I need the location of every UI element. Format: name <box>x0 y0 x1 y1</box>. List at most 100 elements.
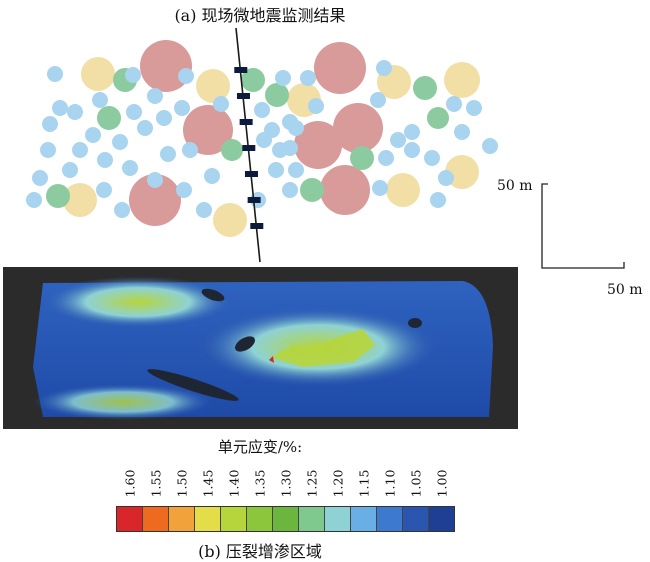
fracture-void-3 <box>408 318 422 328</box>
peak-strain-point <box>269 356 274 363</box>
microseismic-event <box>390 132 406 148</box>
panel-b-title: (b) 压裂增渗区域 <box>198 542 322 561</box>
microseismic-event <box>42 116 58 132</box>
microseismic-event <box>85 127 101 143</box>
legend-tick-labels: 1.60 1.55 1.50 1.45 1.40 1.35 1.30 1.25 1.20 1.15… <box>116 458 449 504</box>
microseismic-event <box>454 124 470 140</box>
microseismic-event <box>300 70 316 86</box>
legend-swatch <box>273 507 299 531</box>
strain-zone-left <box>43 276 233 328</box>
microseismic-event <box>446 96 462 112</box>
microseismic-event <box>26 192 42 208</box>
panel-a-title: (a) 现场微地震监测结果 <box>174 6 346 25</box>
microseismic-event <box>404 124 420 140</box>
microseismic-event <box>350 146 374 170</box>
legend-swatch <box>429 507 454 531</box>
microseismic-event <box>424 150 440 166</box>
microseismic-event <box>372 180 388 196</box>
legend-swatch <box>117 507 143 531</box>
legend-tick-label: 1.15 <box>356 469 372 498</box>
perforation-marker <box>242 145 256 151</box>
microseismic-event <box>378 150 394 166</box>
microseismic-event <box>444 62 480 98</box>
microseismic-event <box>97 152 113 168</box>
legend-swatch <box>403 507 429 531</box>
legend-tick-label: 1.10 <box>382 469 398 498</box>
microseismic-event <box>125 67 141 83</box>
microseismic-event <box>196 202 212 218</box>
fracture-void-4 <box>147 369 239 401</box>
microseismic-event <box>47 66 63 82</box>
microseismic-events <box>26 40 498 237</box>
microseismic-event <box>96 182 112 198</box>
microseismic-event <box>427 107 449 129</box>
microseismic-event <box>97 106 121 130</box>
microseismic-event <box>63 183 97 217</box>
microseismic-event <box>176 182 192 198</box>
microseismic-event <box>147 172 163 188</box>
microseismic-event <box>178 68 194 84</box>
strain-field-map <box>3 267 518 429</box>
legend-tick-label: 1.45 <box>200 469 216 498</box>
legend-tick-label: 1.60 <box>122 469 138 498</box>
legend-tick-label: 1.55 <box>148 469 164 498</box>
microseismic-event <box>62 162 78 178</box>
microseismic-event <box>370 92 386 108</box>
microseismic-event <box>386 173 420 207</box>
perforation-marker <box>247 197 261 203</box>
microseismic-event <box>241 68 265 92</box>
microseismic-event <box>92 92 108 108</box>
microseismic-event <box>482 138 498 154</box>
legend-swatch <box>299 507 325 531</box>
microseismic-event <box>314 42 366 94</box>
legend-swatch <box>247 507 273 531</box>
legend-tick-label: 1.30 <box>278 469 294 498</box>
legend-tick-label: 1.20 <box>330 469 346 498</box>
microseismic-event <box>67 104 83 120</box>
microseismic-event <box>156 110 172 126</box>
microseismic-event <box>265 83 289 107</box>
scale-bar <box>541 183 625 269</box>
microseismic-event <box>282 182 298 198</box>
legend-swatch <box>377 507 403 531</box>
microseismic-event <box>204 168 220 184</box>
microseismic-event <box>182 142 198 158</box>
microseismic-event <box>320 165 370 215</box>
scale-horizontal-label: 50 m <box>607 282 643 298</box>
legend-tick-label: 1.35 <box>252 469 268 498</box>
microseismic-event <box>404 142 420 158</box>
microseismic-event <box>294 121 342 169</box>
microseismic-event <box>213 203 247 237</box>
perforation-marker <box>236 93 250 99</box>
high-strain-zone <box>271 329 375 367</box>
microseismic-event <box>282 140 298 156</box>
microseismic-event <box>174 100 190 116</box>
microseismic-event <box>466 100 482 116</box>
legend-tick-label: 1.00 <box>434 469 450 498</box>
microseismic-event <box>147 88 163 104</box>
legend-tick-label: 1.05 <box>408 469 424 498</box>
microseismic-event <box>376 60 392 76</box>
microseismic-event <box>308 98 324 114</box>
microseismic-event <box>256 132 272 148</box>
microseismic-event <box>254 102 270 118</box>
microseismic-event <box>221 139 243 161</box>
microseismic-event <box>32 170 48 186</box>
microseismic-event <box>126 104 142 120</box>
microseismic-event <box>275 70 291 86</box>
microseismic-event-map <box>26 27 498 263</box>
legend-tick-label: 1.50 <box>174 469 190 498</box>
microseismic-event <box>183 105 233 155</box>
legend-swatch <box>195 507 221 531</box>
legend-swatch <box>221 507 247 531</box>
fracture-void-1 <box>201 288 225 302</box>
microseismic-event <box>122 160 138 176</box>
microseismic-event <box>46 184 70 208</box>
microseismic-event <box>430 192 446 208</box>
microseismic-event <box>196 69 230 103</box>
perforation-marker <box>234 67 248 73</box>
microseismic-event <box>413 76 437 100</box>
legend-swatch <box>351 507 377 531</box>
microseismic-event <box>81 57 115 91</box>
microseismic-event <box>333 103 383 153</box>
